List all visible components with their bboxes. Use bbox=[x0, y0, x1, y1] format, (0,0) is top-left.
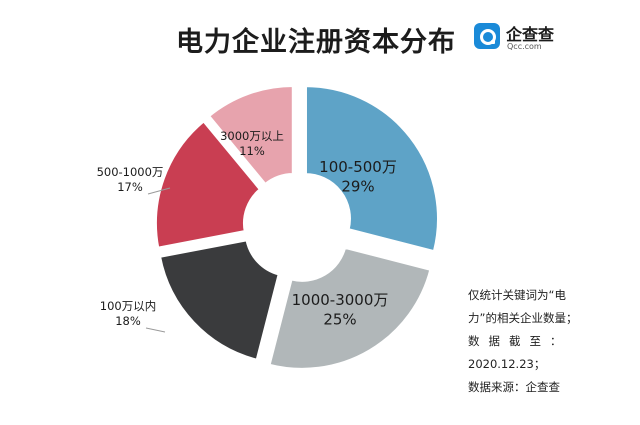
slice-label-4: 3000万以上 11% bbox=[220, 129, 284, 158]
slice-0 bbox=[303, 84, 440, 254]
note-line-1: 仅统计关键词为“电 bbox=[468, 288, 566, 302]
qcc-logo-icon bbox=[474, 23, 500, 49]
note-line-4: 2020.12.23； bbox=[468, 357, 546, 371]
page-title: 电力企业注册资本分布 bbox=[176, 27, 456, 58]
logo-name: 企查查 bbox=[506, 25, 555, 44]
note-line-5: 数据来源：企查查 bbox=[468, 380, 560, 394]
note-line-3: 数据截至： bbox=[468, 334, 571, 348]
slice-label-0: 100-500万 29% bbox=[319, 158, 397, 196]
slice-label-2: 100万以内 18% bbox=[100, 299, 156, 328]
note-line-2: 力”的相关企业数量； bbox=[468, 311, 578, 325]
logo-subtitle: Qcc.com bbox=[507, 42, 542, 51]
slice-1 bbox=[267, 245, 433, 371]
slice-2 bbox=[157, 237, 282, 363]
leader-line-3 bbox=[147, 187, 171, 195]
slice-label-3: 500-1000万 17% bbox=[97, 165, 164, 194]
slice-4 bbox=[206, 83, 295, 187]
slice-label-1: 1000-3000万 25% bbox=[292, 291, 389, 329]
slice-3 bbox=[154, 118, 263, 250]
leader-line-2 bbox=[145, 327, 166, 333]
qcc-logo: 企查查 Qcc.com bbox=[474, 21, 594, 55]
